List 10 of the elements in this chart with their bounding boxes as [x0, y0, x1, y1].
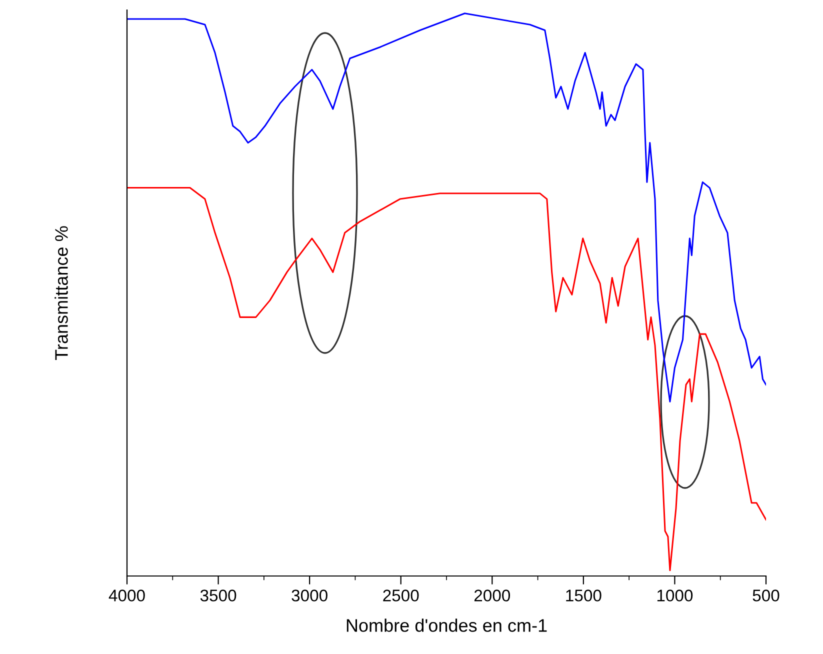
- x-tick-label: 4000: [108, 590, 145, 602]
- x-tick-label: 1000: [657, 590, 693, 602]
- x-axis-title: Nombre d'ondes en cm-1: [346, 618, 547, 632]
- x-tick-label: 3500: [200, 590, 236, 602]
- x-tick-label: 2000: [474, 590, 510, 602]
- x-tick-label: 500: [752, 590, 780, 602]
- x-tick-label: 3000: [292, 590, 328, 602]
- y-axis-title: Transmittance %: [54, 226, 68, 360]
- x-tick-label: 1500: [566, 590, 602, 602]
- x-tick-label: 2500: [383, 590, 419, 602]
